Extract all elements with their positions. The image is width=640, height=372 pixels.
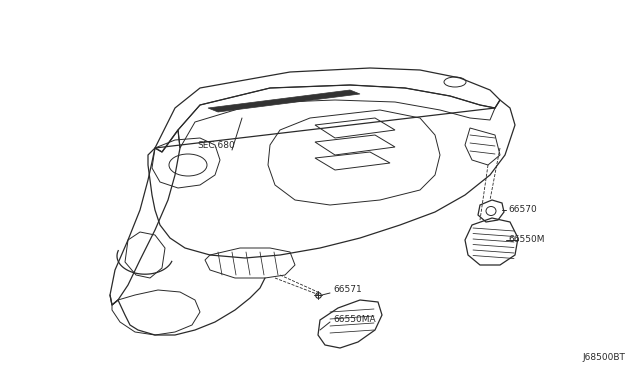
Text: 66570: 66570 bbox=[508, 205, 537, 215]
Text: 66550MA: 66550MA bbox=[333, 315, 376, 324]
Polygon shape bbox=[208, 90, 360, 112]
Text: 66571: 66571 bbox=[333, 285, 362, 295]
Text: SEC.680: SEC.680 bbox=[197, 141, 235, 150]
Text: 66550M: 66550M bbox=[508, 235, 545, 244]
Text: J68500BT: J68500BT bbox=[582, 353, 625, 362]
